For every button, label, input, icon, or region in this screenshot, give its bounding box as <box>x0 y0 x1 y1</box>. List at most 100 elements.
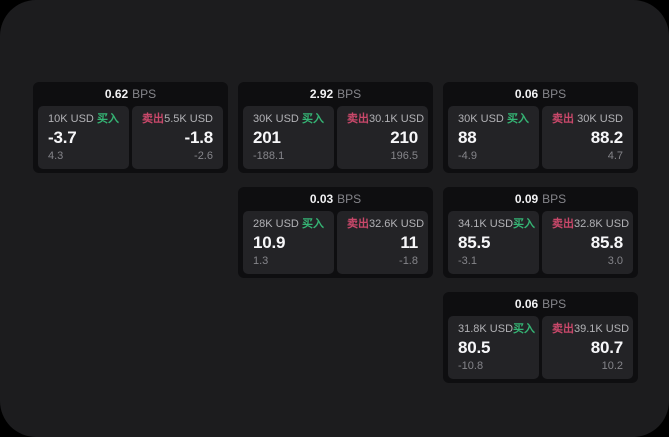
bps-value: 0.06 <box>514 297 539 311</box>
sell-panel-top-row: 卖出 39.1K USD <box>552 323 629 336</box>
buy-delta: -188.1 <box>253 150 285 162</box>
buy-panel[interactable]: 34.1K USD 买入 85.5 -3.1 <box>448 211 539 274</box>
card-body: 30K USD 买入 201 -188.1 卖出 30.1K USD 210 1… <box>243 106 428 169</box>
buy-side-label: 买入 <box>513 323 536 335</box>
bps-unit-label: BPS <box>542 297 567 311</box>
card-body: 28K USD 买入 10.9 1.3 卖出 32.6K USD 11 -1.8 <box>243 211 428 274</box>
card-body: 31.8K USD 买入 80.5 -10.8 卖出 39.1K USD 80.… <box>448 316 633 379</box>
quote-card-4: 0.03 BPS 28K USD 买入 10.9 1.3 卖出 32.6K US… <box>238 187 433 278</box>
card-body: 34.1K USD 买入 85.5 -3.1 卖出 32.8K USD 85.8… <box>448 211 633 274</box>
sell-delta: 3.0 <box>607 255 623 267</box>
card-body: 10K USD 买入 -3.7 4.3 卖出 5.5K USD -1.8 -2.… <box>38 106 223 169</box>
sell-amount: 5.5K USD <box>164 113 213 125</box>
sell-price: 80.7 <box>590 338 623 357</box>
sell-price: 11 <box>400 233 418 252</box>
bps-unit-label: BPS <box>132 87 157 101</box>
sell-amount: 32.8K USD <box>574 218 630 230</box>
sell-amount: 30.1K USD <box>369 113 425 125</box>
sell-delta: -1.8 <box>399 255 418 267</box>
buy-side-label: 买入 <box>513 218 536 230</box>
sell-side-label: 卖出 <box>552 113 574 125</box>
buy-panel-top-row: 28K USD 买入 <box>253 218 324 231</box>
buy-price: 201 <box>253 128 281 147</box>
buy-side-label: 买入 <box>302 113 324 125</box>
sell-price: 85.8 <box>590 233 623 252</box>
sell-panel-top-row: 卖出 30.1K USD <box>347 113 424 126</box>
buy-delta: -4.9 <box>458 150 477 162</box>
buy-panel-top-row: 34.1K USD 买入 <box>458 218 535 231</box>
buy-delta: -10.8 <box>458 360 484 372</box>
buy-amount: 30K USD <box>253 113 299 125</box>
sell-panel[interactable]: 卖出 32.8K USD 85.8 3.0 <box>542 211 633 274</box>
sell-panel-top-row: 卖出 5.5K USD <box>142 113 213 126</box>
sell-panel[interactable]: 卖出 32.6K USD 11 -1.8 <box>337 211 428 274</box>
quote-card-1: 0.62 BPS 10K USD 买入 -3.7 4.3 卖出 5.5K USD <box>33 82 228 173</box>
bps-header: 0.09 BPS <box>448 187 633 211</box>
bps-value: 0.09 <box>514 192 539 206</box>
sell-delta: -2.6 <box>194 150 213 162</box>
sell-price: 88.2 <box>590 128 623 147</box>
sell-panel[interactable]: 卖出 39.1K USD 80.7 10.2 <box>542 316 633 379</box>
buy-amount: 10K USD <box>48 113 94 125</box>
sell-panel-top-row: 卖出 30K USD <box>552 113 623 126</box>
sell-amount: 32.6K USD <box>369 218 425 230</box>
quote-card-3: 0.06 BPS 30K USD 买入 88 -4.9 卖出 30K USD <box>443 82 638 173</box>
buy-panel-top-row: 30K USD 买入 <box>458 113 529 126</box>
buy-panel[interactable]: 28K USD 买入 10.9 1.3 <box>243 211 334 274</box>
buy-side-label: 买入 <box>302 218 324 230</box>
bps-header: 0.62 BPS <box>38 82 223 106</box>
buy-price: -3.7 <box>48 128 77 147</box>
buy-amount: 28K USD <box>253 218 299 230</box>
quote-cards-grid: 0.62 BPS 10K USD 买入 -3.7 4.3 卖出 5.5K USD <box>33 82 638 383</box>
bps-value: 0.62 <box>104 87 129 101</box>
sell-delta: 4.7 <box>607 150 623 162</box>
buy-panel[interactable]: 30K USD 买入 88 -4.9 <box>448 106 539 169</box>
sell-amount: 39.1K USD <box>574 323 630 335</box>
bps-unit-label: BPS <box>542 192 567 206</box>
buy-side-label: 买入 <box>97 113 119 125</box>
sell-delta: 10.2 <box>601 360 623 372</box>
buy-panel-top-row: 30K USD 买入 <box>253 113 324 126</box>
quote-card-5: 0.09 BPS 34.1K USD 买入 85.5 -3.1 卖出 32.8K… <box>443 187 638 278</box>
buy-panel[interactable]: 30K USD 买入 201 -188.1 <box>243 106 334 169</box>
sell-side-label: 卖出 <box>552 218 574 230</box>
bps-header: 2.92 BPS <box>243 82 428 106</box>
sell-panel[interactable]: 卖出 30K USD 88.2 4.7 <box>542 106 633 169</box>
bps-header: 0.06 BPS <box>448 82 633 106</box>
sell-price: 210 <box>390 128 418 147</box>
buy-price: 80.5 <box>458 338 491 357</box>
sell-panel[interactable]: 卖出 5.5K USD -1.8 -2.6 <box>132 106 223 169</box>
sell-side-label: 卖出 <box>347 113 369 125</box>
buy-panel[interactable]: 31.8K USD 买入 80.5 -10.8 <box>448 316 539 379</box>
sell-panel-top-row: 卖出 32.8K USD <box>552 218 629 231</box>
sell-amount: 30K USD <box>577 113 623 125</box>
buy-amount: 30K USD <box>458 113 504 125</box>
sell-panel-top-row: 卖出 32.6K USD <box>347 218 424 231</box>
buy-price: 85.5 <box>458 233 491 252</box>
sell-side-label: 卖出 <box>142 113 164 125</box>
quote-card-2: 2.92 BPS 30K USD 买入 201 -188.1 卖出 30.1K … <box>238 82 433 173</box>
buy-price: 88 <box>458 128 477 147</box>
buy-delta: -3.1 <box>458 255 477 267</box>
buy-panel-top-row: 31.8K USD 买入 <box>458 323 535 336</box>
buy-price: 10.9 <box>253 233 286 252</box>
bps-header: 0.03 BPS <box>243 187 428 211</box>
buy-delta: 4.3 <box>48 150 64 162</box>
bps-value: 0.03 <box>309 192 334 206</box>
bps-value: 2.92 <box>309 87 334 101</box>
sell-side-label: 卖出 <box>347 218 369 230</box>
buy-amount: 34.1K USD <box>458 218 514 230</box>
buy-panel[interactable]: 10K USD 买入 -3.7 4.3 <box>38 106 129 169</box>
sell-delta: 196.5 <box>390 150 418 162</box>
quote-card-6: 0.06 BPS 31.8K USD 买入 80.5 -10.8 卖出 39.1… <box>443 292 638 383</box>
bps-unit-label: BPS <box>542 87 567 101</box>
bps-unit-label: BPS <box>337 87 362 101</box>
bps-header: 0.06 BPS <box>448 292 633 316</box>
buy-amount: 31.8K USD <box>458 323 514 335</box>
sell-panel[interactable]: 卖出 30.1K USD 210 196.5 <box>337 106 428 169</box>
buy-delta: 1.3 <box>253 255 269 267</box>
sell-price: -1.8 <box>184 128 214 147</box>
bps-unit-label: BPS <box>337 192 362 206</box>
sell-side-label: 卖出 <box>552 323 574 335</box>
